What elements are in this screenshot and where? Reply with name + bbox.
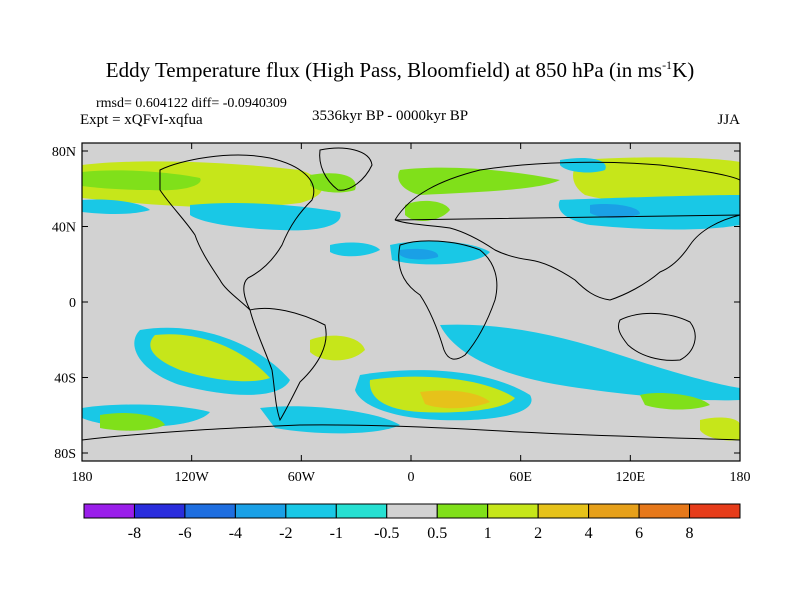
coastline-north-america xyxy=(159,154,315,311)
colorbar-swatch xyxy=(436,503,489,519)
coastline-antarctica xyxy=(81,424,741,441)
lon-tick-label: 60W xyxy=(288,470,316,485)
anomaly-patch xyxy=(405,200,450,222)
lat-tick-label: 80N xyxy=(52,145,76,160)
colorbar-label: -2 xyxy=(279,525,292,542)
lon-tick-label: 60E xyxy=(509,470,532,485)
season-label: JJA xyxy=(717,112,740,128)
lon-tick-label: 0 xyxy=(408,470,415,485)
colorbar-label: 1 xyxy=(484,525,492,542)
latitude-ticks xyxy=(82,150,740,454)
colorbar-label: -8 xyxy=(128,525,141,542)
colorbar-label: 6 xyxy=(635,525,643,542)
anomaly-patch xyxy=(398,167,560,195)
anomaly-patch xyxy=(310,335,365,361)
anomaly-patch xyxy=(700,417,740,441)
period-label: 3536kyr BP - 0000kyr BP xyxy=(312,108,469,124)
colorbar-label: 0.5 xyxy=(427,525,447,542)
anomaly-patches xyxy=(82,157,740,441)
anomaly-patch xyxy=(400,248,439,260)
experiment-label: Expt = xQFvI-xqfua xyxy=(80,112,203,128)
anomaly-patch xyxy=(640,393,710,410)
colorbar-swatch xyxy=(537,503,590,519)
colorbar-swatch xyxy=(487,503,539,519)
lat-tick-label: 40S xyxy=(54,372,76,387)
anomaly-patch xyxy=(82,199,150,214)
colorbar-label: -0.5 xyxy=(374,525,399,542)
coastlines xyxy=(81,147,741,441)
coastline-eurasia xyxy=(394,161,741,301)
lat-tick-label: 80S xyxy=(54,447,76,462)
anomaly-patch xyxy=(100,413,165,431)
coastline-greenland xyxy=(319,147,373,191)
lon-tick-label: 120W xyxy=(175,470,210,485)
stats-line: rmsd= 0.604122 diff= -0.0940309 xyxy=(96,96,287,111)
colorbar-swatch xyxy=(285,503,337,519)
anomaly-patch xyxy=(590,204,640,219)
chart-title: Eddy Temperature flux (High Pass, Bloomf… xyxy=(105,58,695,82)
anomaly-patch xyxy=(558,195,740,230)
colorbar-swatch xyxy=(335,503,388,519)
coastline-africa xyxy=(398,240,498,360)
colorbar-swatch xyxy=(638,503,691,519)
longitude-ticks xyxy=(81,143,741,461)
anomaly-patch xyxy=(82,170,201,191)
colorbar-swatch xyxy=(234,503,287,519)
colorbar xyxy=(83,503,741,519)
anomaly-patch xyxy=(440,324,740,401)
colorbar-swatch xyxy=(133,503,186,519)
colorbar-swatch xyxy=(588,503,640,519)
colorbar-label: 8 xyxy=(686,525,694,542)
colorbar-label: -1 xyxy=(330,525,343,542)
coastline-australia xyxy=(617,312,696,361)
lon-tick-label: 120E xyxy=(616,470,646,485)
colorbar-swatch xyxy=(184,503,236,519)
anomaly-patch xyxy=(260,406,400,434)
colorbar-label: -4 xyxy=(229,525,242,542)
latitude-labels: 80N 40N 0 40S 80S xyxy=(52,145,76,462)
colorbar-labels: -8 -6 -4 -2 -1 -0.5 0.5 1 2 4 6 8 xyxy=(128,525,694,542)
colorbar-label: 4 xyxy=(585,525,593,542)
lat-tick-label: 0 xyxy=(69,296,76,311)
anomaly-patch xyxy=(420,390,490,409)
lon-tick-label: 180 xyxy=(730,470,751,485)
anomaly-patch xyxy=(310,173,356,193)
colorbar-swatch xyxy=(689,503,741,519)
colorbar-swatch xyxy=(386,503,438,519)
colorbar-swatch xyxy=(83,503,135,519)
lat-tick-label: 40N xyxy=(52,221,76,236)
anomaly-patch xyxy=(560,158,606,173)
coastline-south-america xyxy=(249,307,327,422)
anomaly-patch xyxy=(330,242,380,257)
anomaly-patch xyxy=(150,334,270,382)
colorbar-label: -6 xyxy=(178,525,191,542)
lon-tick-label: 180 xyxy=(72,470,93,485)
anomaly-patch xyxy=(573,157,740,204)
colorbar-label: 2 xyxy=(534,525,542,542)
longitude-labels: 180 120W 60W 0 60E 120E 180 xyxy=(72,470,751,485)
